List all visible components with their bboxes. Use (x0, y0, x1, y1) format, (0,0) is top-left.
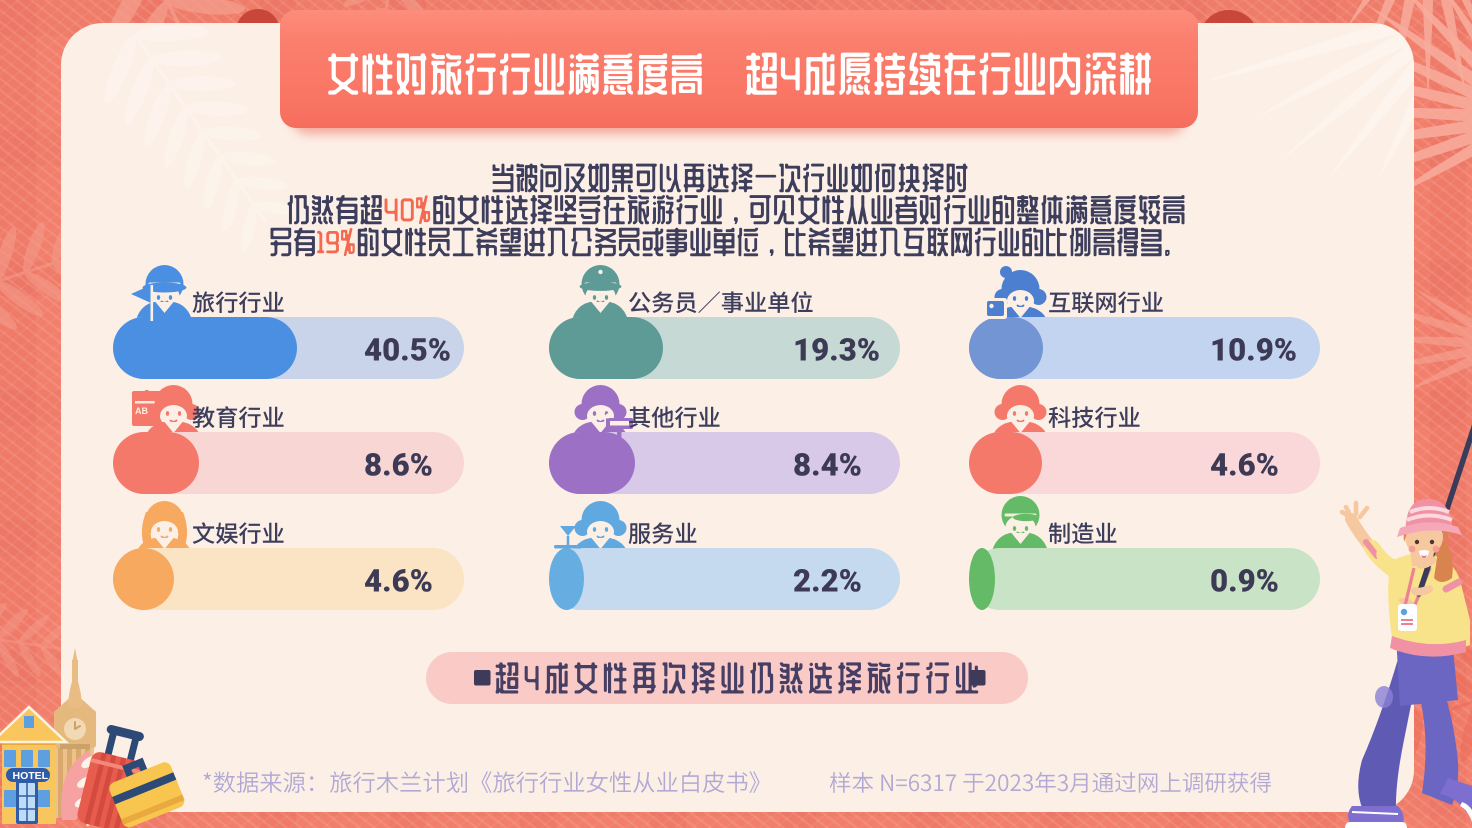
svg-text:HOTEL: HOTEL (13, 770, 49, 782)
svg-text:ABC: ABC (135, 406, 155, 416)
